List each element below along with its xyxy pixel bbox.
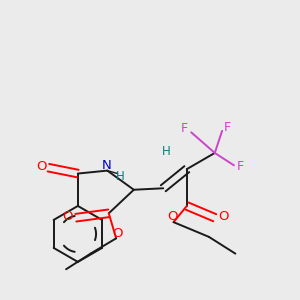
Text: O: O	[62, 210, 73, 223]
Text: F: F	[224, 121, 231, 134]
Text: H: H	[162, 145, 171, 158]
Text: N: N	[101, 159, 111, 172]
Text: O: O	[218, 210, 228, 223]
Text: H: H	[116, 170, 125, 183]
Text: O: O	[36, 160, 46, 173]
Text: F: F	[237, 160, 244, 173]
Text: F: F	[181, 122, 188, 135]
Text: O: O	[167, 210, 177, 223]
Text: O: O	[112, 227, 123, 240]
